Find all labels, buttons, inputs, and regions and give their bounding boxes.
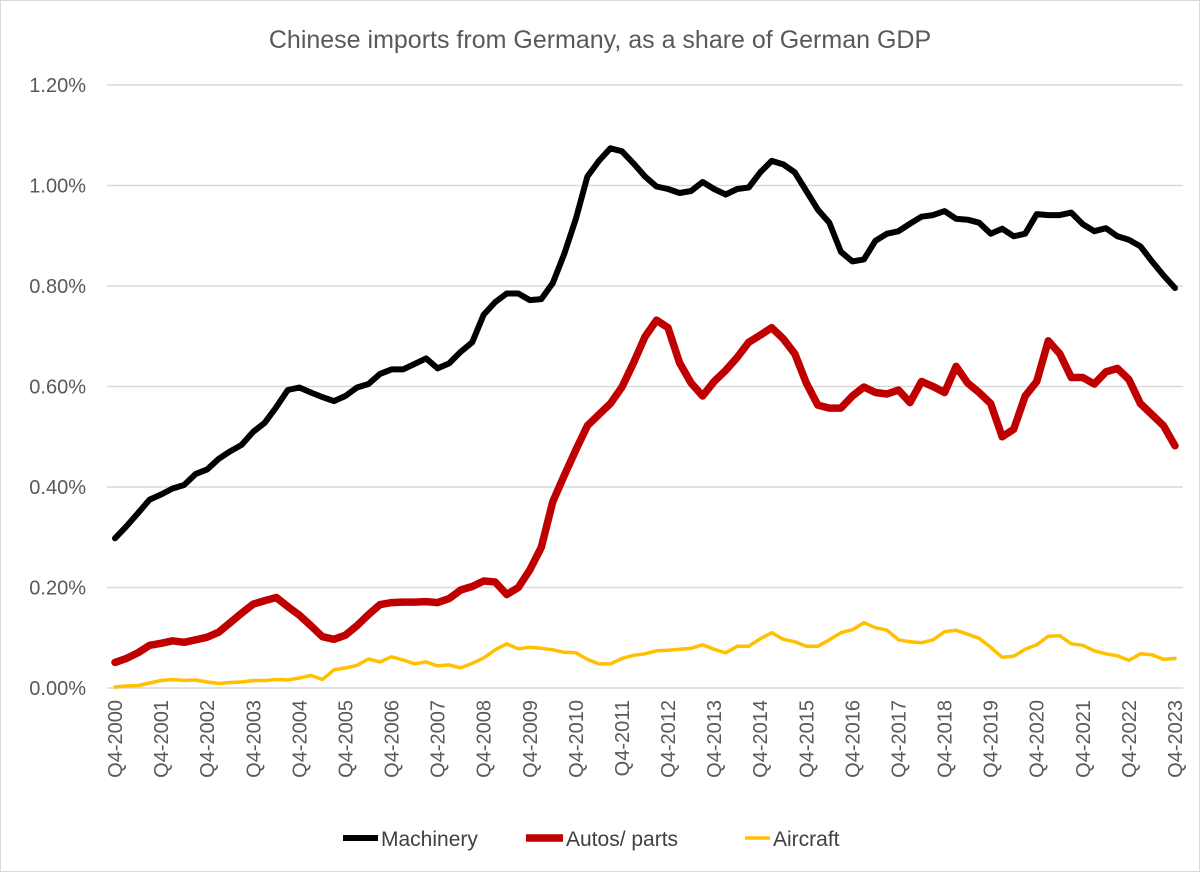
x-tick-label: Q4-2003 [243,700,265,778]
x-tick-label: Q4-2014 [750,700,772,778]
x-tick-label: Q4-2023 [1165,700,1187,778]
legend: Machinery Autos/ parts Aircraft [343,828,840,851]
x-tick-label: Q4-2012 [658,700,680,778]
y-tick-label: 1.00% [29,176,86,198]
x-tick-label: Q4-2016 [842,700,864,778]
x-axis-ticks: Q4-2000 Q4-2001 Q4-2002 Q4-2003 Q4-2004 Q4-20… [105,700,1187,778]
gridlines [107,84,1183,689]
x-tick-label: Q4-2002 [197,700,219,778]
y-tick-label: 1.20% [29,75,86,97]
legend-label: Autos/ parts [566,828,678,851]
y-axis-ticks: 0.00% 0.20% 0.40% 0.60% 0.80% 1.00% 1.20% [29,75,86,700]
x-tick-label: Q4-2001 [151,700,173,778]
x-tick-label: Q4-2015 [796,700,818,778]
y-tick-label: 0.60% [29,377,86,399]
x-tick-label: Q4-2009 [520,700,542,778]
x-tick-label: Q4-2005 [335,700,357,778]
chart-title: Chinese imports from Germany, as a share… [269,26,931,54]
x-tick-label: Q4-2019 [981,700,1003,778]
x-tick-label: Q4-2011 [612,700,634,776]
series-lines [111,145,1179,689]
x-tick-label: Q4-2013 [704,700,726,778]
x-tick-label: Q4-2004 [289,700,311,778]
x-tick-label: Q4-2020 [1027,700,1049,778]
series-line-aircraft [113,620,1177,689]
legend-label: Aircraft [773,828,840,851]
x-tick-label: Q4-2006 [382,700,404,778]
y-tick-label: 0.00% [29,678,86,700]
y-tick-label: 0.80% [29,276,86,298]
y-tick-label: 0.20% [29,578,86,600]
x-tick-label: Q4-2017 [888,700,910,778]
x-tick-label: Q4-2007 [428,700,450,778]
x-tick-label: Q4-2018 [935,700,957,778]
x-tick-label: Q4-2008 [474,700,496,778]
y-tick-label: 0.40% [29,477,86,499]
x-tick-label: Q4-2010 [566,700,588,778]
x-tick-label: Q4-2000 [105,700,127,778]
x-tick-label: Q4-2022 [1119,700,1141,778]
series-line-machinery [112,145,1178,542]
series-line-autos-parts [111,316,1179,667]
x-tick-label: Q4-2021 [1073,700,1095,778]
legend-label: Machinery [381,828,478,851]
